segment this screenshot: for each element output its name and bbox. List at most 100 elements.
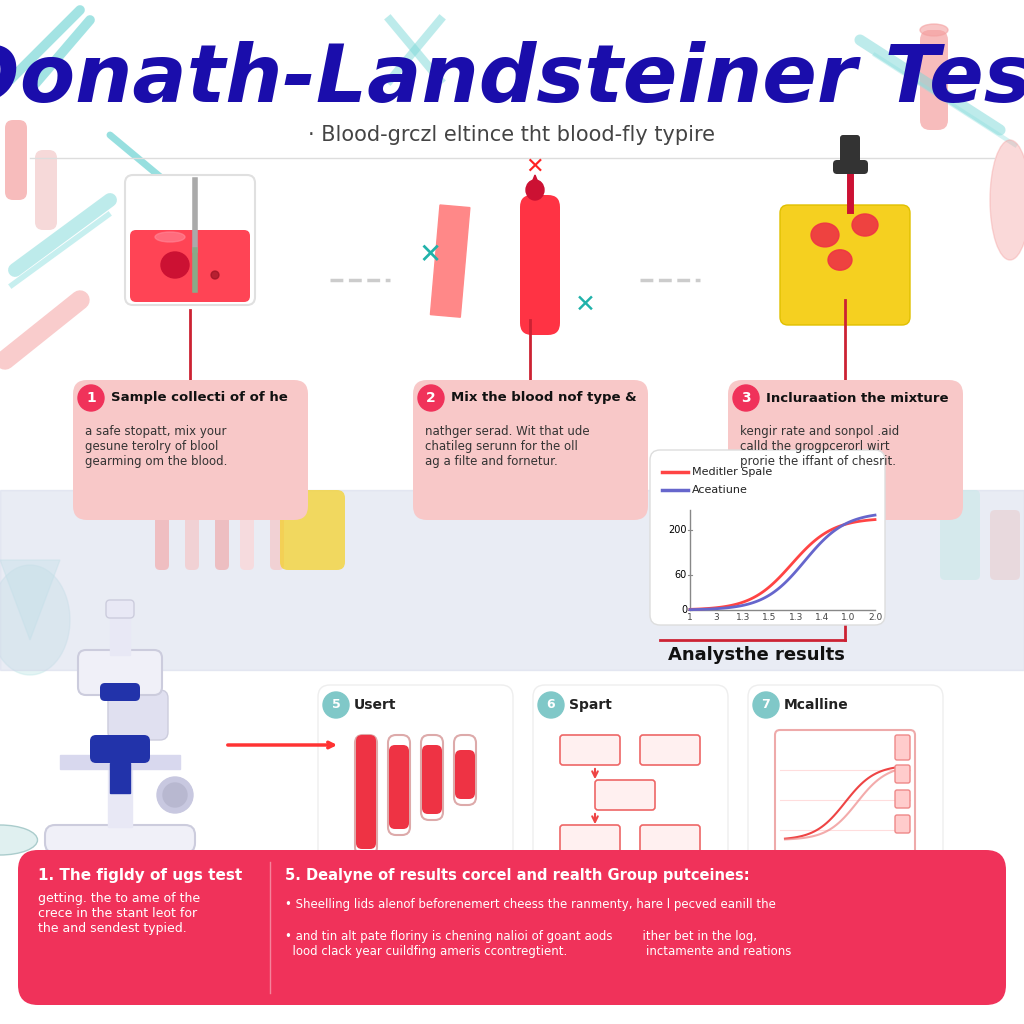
Ellipse shape xyxy=(920,24,948,36)
Ellipse shape xyxy=(0,825,38,855)
Text: Obserulion cangs under
temperature: Obserulion cangs under temperature xyxy=(563,858,696,880)
Text: 0: 0 xyxy=(681,605,687,615)
FancyBboxPatch shape xyxy=(780,205,910,325)
FancyBboxPatch shape xyxy=(280,490,345,570)
FancyBboxPatch shape xyxy=(108,690,168,740)
FancyBboxPatch shape xyxy=(895,815,910,833)
Bar xyxy=(110,763,130,793)
FancyBboxPatch shape xyxy=(215,495,229,570)
FancyBboxPatch shape xyxy=(920,30,948,130)
FancyBboxPatch shape xyxy=(455,750,475,799)
Text: 2.0: 2.0 xyxy=(868,613,882,622)
Text: · Blood-grczl eltince tht blood-fly typire: · Blood-grczl eltince tht blood-fly typi… xyxy=(308,125,716,145)
FancyBboxPatch shape xyxy=(833,160,868,174)
Polygon shape xyxy=(529,175,541,190)
FancyBboxPatch shape xyxy=(388,735,410,835)
FancyBboxPatch shape xyxy=(595,780,655,810)
FancyBboxPatch shape xyxy=(728,380,963,520)
FancyBboxPatch shape xyxy=(45,825,195,853)
Text: 6: 6 xyxy=(547,698,555,712)
FancyBboxPatch shape xyxy=(356,735,376,849)
Circle shape xyxy=(418,385,444,411)
Text: Usert: Usert xyxy=(354,698,396,712)
Text: Indiuationg changes
at a comperature: Indiuationg changes at a comperature xyxy=(358,858,472,880)
FancyBboxPatch shape xyxy=(389,745,409,829)
FancyBboxPatch shape xyxy=(560,735,620,765)
FancyBboxPatch shape xyxy=(413,380,648,520)
Text: a safe stopatt, mix your
gesune terolry of blool
gearming om the blood.: a safe stopatt, mix your gesune terolry … xyxy=(85,425,227,468)
Ellipse shape xyxy=(828,250,852,270)
FancyBboxPatch shape xyxy=(73,380,308,520)
Text: ✕: ✕ xyxy=(525,157,545,177)
FancyBboxPatch shape xyxy=(775,730,915,860)
Text: 3: 3 xyxy=(714,613,719,622)
FancyBboxPatch shape xyxy=(100,683,140,701)
Ellipse shape xyxy=(990,140,1024,260)
Text: Donath-Landsteiner Test: Donath-Landsteiner Test xyxy=(0,41,1024,119)
FancyBboxPatch shape xyxy=(240,510,254,570)
Text: kengir rate and sonpol .aid
calld the grogpcerorl wirt
prorie the iffant of ches: kengir rate and sonpol .aid calld the gr… xyxy=(740,425,899,468)
FancyBboxPatch shape xyxy=(640,825,700,855)
Text: ✕: ✕ xyxy=(574,293,596,317)
Text: 2: 2 xyxy=(426,391,436,406)
Bar xyxy=(430,205,470,317)
Text: nathger serad. Wit that ude
chatileg serunn for the oll
ag a filte and fornetur.: nathger serad. Wit that ude chatileg ser… xyxy=(425,425,590,468)
Bar xyxy=(60,755,180,769)
Text: 5. Dealyne of results corcel and realth Group putceines:: 5. Dealyne of results corcel and realth … xyxy=(285,868,750,883)
Text: 1.5: 1.5 xyxy=(762,613,776,622)
Circle shape xyxy=(78,385,104,411)
FancyBboxPatch shape xyxy=(940,490,980,580)
Text: Meditler Spale: Meditler Spale xyxy=(692,467,772,477)
Circle shape xyxy=(163,783,187,807)
Ellipse shape xyxy=(852,214,878,237)
Text: Mix the blood nof type &: Mix the blood nof type & xyxy=(451,391,637,404)
FancyBboxPatch shape xyxy=(125,175,255,305)
Bar xyxy=(110,605,130,655)
Text: 200: 200 xyxy=(669,525,687,535)
Ellipse shape xyxy=(161,252,189,278)
FancyBboxPatch shape xyxy=(421,735,443,820)
Text: ✕: ✕ xyxy=(419,241,441,269)
FancyBboxPatch shape xyxy=(318,685,513,895)
Text: Observien nil thats witt
a apneting eupoment: Observien nil thats witt a apneting eupo… xyxy=(780,858,910,880)
Text: Spart: Spart xyxy=(569,698,612,712)
Text: 1.3: 1.3 xyxy=(788,613,803,622)
FancyBboxPatch shape xyxy=(454,735,476,805)
Text: Mcalline: Mcalline xyxy=(784,698,849,712)
Text: Sample collecti of of he: Sample collecti of of he xyxy=(111,391,288,404)
FancyBboxPatch shape xyxy=(18,850,1006,1005)
FancyBboxPatch shape xyxy=(840,135,860,165)
Text: 1. The figldy of ugs test: 1. The figldy of ugs test xyxy=(38,868,243,883)
FancyBboxPatch shape xyxy=(520,195,560,335)
FancyBboxPatch shape xyxy=(748,685,943,895)
FancyBboxPatch shape xyxy=(35,150,57,230)
Text: 1.4: 1.4 xyxy=(815,613,829,622)
FancyBboxPatch shape xyxy=(5,120,27,200)
FancyBboxPatch shape xyxy=(270,500,284,570)
FancyBboxPatch shape xyxy=(560,825,620,855)
Circle shape xyxy=(157,777,193,813)
FancyBboxPatch shape xyxy=(355,735,377,855)
FancyBboxPatch shape xyxy=(895,790,910,808)
Text: 1: 1 xyxy=(86,391,96,406)
Text: • Sheelling lids alenof beforenemert cheess the ranmenty, hare l pecved eanill t: • Sheelling lids alenof beforenemert che… xyxy=(285,898,776,911)
Text: getting. the to ame of the
crece in the stant leot for
the and sendest typied.: getting. the to ame of the crece in the … xyxy=(38,892,200,935)
FancyBboxPatch shape xyxy=(155,490,169,570)
Text: 1.0: 1.0 xyxy=(842,613,856,622)
Text: 5: 5 xyxy=(332,698,340,712)
Bar xyxy=(108,695,132,827)
Ellipse shape xyxy=(526,180,544,200)
Text: 1.3: 1.3 xyxy=(735,613,750,622)
FancyBboxPatch shape xyxy=(130,230,250,302)
Bar xyxy=(0,490,1024,670)
Text: Aceatiune: Aceatiune xyxy=(692,485,748,495)
Text: 3: 3 xyxy=(741,391,751,406)
FancyBboxPatch shape xyxy=(78,650,162,695)
Circle shape xyxy=(538,692,564,718)
Text: Test?: Test? xyxy=(200,500,231,513)
FancyBboxPatch shape xyxy=(640,735,700,765)
Circle shape xyxy=(323,692,349,718)
Ellipse shape xyxy=(211,271,219,279)
Text: Analysthe results: Analysthe results xyxy=(668,646,845,664)
Text: 7: 7 xyxy=(762,698,770,712)
